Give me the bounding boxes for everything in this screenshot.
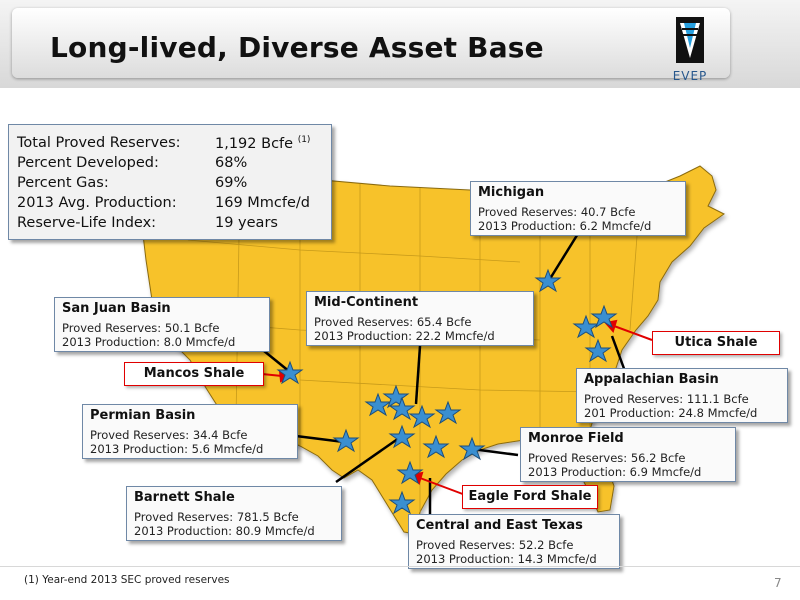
asset-box-permian: Permian Basin Proved Reserves: 34.4 Bcfe…: [82, 404, 298, 459]
asset-production: 2013 Production: 6.9 Mmcfe/d: [528, 465, 702, 479]
star-icon: [584, 338, 612, 363]
stat-value: 68%: [215, 155, 248, 171]
stat-reserve-life: Reserve-Life Index: 19 years: [17, 215, 278, 231]
asset-box-mid-continent: Mid-Continent Proved Reserves: 65.4 Bcfe…: [306, 291, 534, 346]
callout-eagle-ford-shale: Eagle Ford Shale: [462, 485, 598, 509]
stat-value: 69%: [215, 175, 248, 191]
asset-reserves: Proved Reserves: 34.4 Bcfe: [90, 428, 248, 442]
asset-box-central-east-texas: Central and East Texas Proved Reserves: …: [408, 514, 620, 569]
stat-value: 1,192 Bcfe: [215, 136, 294, 152]
evep-logo: EVEP: [660, 14, 720, 86]
asset-reserves: Proved Reserves: 781.5 Bcfe: [134, 510, 299, 524]
callout-mancos-shale: Mancos Shale: [124, 362, 264, 386]
asset-reserves: Proved Reserves: 65.4 Bcfe: [314, 315, 472, 329]
asset-production: 2013 Production: 80.9 Mmcfe/d: [134, 524, 315, 538]
page-title: Long-lived, Diverse Asset Base: [50, 31, 544, 64]
asset-name: Michigan: [478, 185, 545, 200]
star-icon: [458, 436, 486, 461]
star-icon: [388, 490, 416, 515]
star-icon: [408, 404, 436, 429]
asset-name: Permian Basin: [90, 408, 196, 423]
star-icon: [332, 428, 360, 453]
asset-reserves: Proved Reserves: 52.2 Bcfe: [416, 538, 574, 552]
asset-name: Appalachian Basin: [584, 372, 719, 387]
summary-stats-box: Total Proved Reserves: 1,192 Bcfe (1) Pe…: [8, 124, 332, 240]
footnote: (1) Year-end 2013 SEC proved reserves: [24, 574, 230, 586]
stat-total-reserves: Total Proved Reserves: 1,192 Bcfe (1): [17, 135, 311, 152]
asset-reserves: Proved Reserves: 40.7 Bcfe: [478, 205, 636, 219]
asset-name: Barnett Shale: [134, 490, 235, 505]
stat-avg-production: 2013 Avg. Production: 169 Mmcfe/d: [17, 195, 311, 211]
star-icon: [422, 434, 450, 459]
star-icon: [534, 268, 562, 293]
title-bar: [12, 8, 730, 78]
stat-value: 169 Mmcfe/d: [215, 195, 311, 211]
asset-production: 2013 Production: 14.3 Mmcfe/d: [416, 552, 597, 566]
star-icon: [434, 400, 462, 425]
star-icon: [396, 460, 424, 485]
star-icon: [388, 396, 416, 421]
asset-reserves: Proved Reserves: 50.1 Bcfe: [62, 321, 220, 335]
asset-name: San Juan Basin: [62, 301, 171, 316]
star-icon: [364, 392, 392, 417]
asset-name: Mid-Continent: [314, 295, 419, 310]
asset-reserves: Proved Reserves: 56.2 Bcfe: [528, 451, 686, 465]
asset-box-san-juan: San Juan Basin Proved Reserves: 50.1 Bcf…: [54, 297, 270, 352]
asset-production: 2013 Production: 8.0 Mmcfe/d: [62, 335, 236, 349]
asset-name: Monroe Field: [528, 431, 624, 446]
stat-percent-gas: Percent Gas: 69%: [17, 175, 248, 191]
asset-production: 2013 Production: 22.2 Mmcfe/d: [314, 329, 495, 343]
footnote-marker: (1): [297, 135, 311, 145]
asset-stars: [276, 268, 618, 515]
star-icon: [388, 424, 416, 449]
stat-percent-developed: Percent Developed: 68%: [17, 155, 248, 171]
asset-name: Central and East Texas: [416, 518, 583, 533]
asset-reserves: Proved Reserves: 111.1 Bcfe: [584, 392, 749, 406]
star-icon: [572, 314, 600, 339]
asset-production: 2013 Production: 5.6 Mmcfe/d: [90, 442, 264, 456]
asset-box-monroe: Monroe Field Proved Reserves: 56.2 Bcfe …: [520, 427, 736, 482]
logo-text: EVEP: [672, 69, 708, 83]
footer-divider: [0, 566, 800, 567]
asset-box-michigan: Michigan Proved Reserves: 40.7 Bcfe 2013…: [470, 181, 686, 236]
star-icon: [276, 360, 304, 385]
page-number: 7: [774, 576, 782, 590]
asset-production: 2013 Production: 6.2 Mmcfe/d: [478, 219, 652, 233]
callout-utica-shale: Utica Shale: [652, 331, 780, 355]
asset-box-appalachian: Appalachian Basin Proved Reserves: 111.1…: [576, 368, 788, 423]
stat-value: 19 years: [215, 215, 278, 231]
asset-box-barnett: Barnett Shale Proved Reserves: 781.5 Bcf…: [126, 486, 342, 541]
header: Long-lived, Diverse Asset Base EVEP: [0, 0, 800, 88]
star-icon: [590, 304, 618, 329]
asset-production: 201 Production: 24.8 Mmcfe/d: [584, 406, 758, 420]
